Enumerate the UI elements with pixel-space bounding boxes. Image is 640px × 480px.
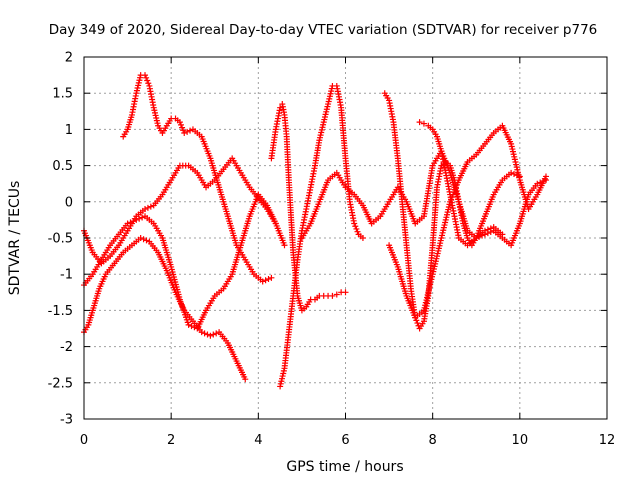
y-tick-label: 0 xyxy=(65,195,73,210)
y-tick-label: -0.5 xyxy=(48,232,73,247)
y-tick-label: -1.5 xyxy=(48,304,73,319)
x-tick-label: 6 xyxy=(341,433,349,448)
data-point-interp xyxy=(191,324,198,331)
data-point-interp xyxy=(188,323,195,330)
data-point xyxy=(329,292,336,299)
x-tick-label: 10 xyxy=(512,433,529,448)
y-axis-label: SDTVAR / TECUs xyxy=(7,181,23,296)
data-point-interp xyxy=(352,223,359,230)
y-tick-label: 1.5 xyxy=(52,87,73,102)
data-point-interp xyxy=(354,228,361,235)
data-point-interp xyxy=(201,330,208,337)
data-point-interp xyxy=(144,77,151,84)
grid-layer xyxy=(84,57,607,419)
y-tick-label: 2 xyxy=(65,51,73,66)
data-point xyxy=(481,227,488,234)
data-point-interp xyxy=(262,277,269,284)
x-tick-label: 0 xyxy=(80,433,88,448)
data-point-interp xyxy=(147,203,154,210)
x-tick-label: 4 xyxy=(254,433,262,448)
chart-title: Day 349 of 2020, Sidereal Day-to-day VTE… xyxy=(49,22,598,38)
y-tick-label: -3 xyxy=(60,413,73,428)
data-point xyxy=(281,242,288,249)
y-tick-label: 0.5 xyxy=(52,159,73,174)
data-point-interp xyxy=(179,124,186,131)
data-point xyxy=(420,120,427,127)
data-point xyxy=(185,321,192,328)
x-axis-label: GPS time / hours xyxy=(286,459,403,475)
data-point xyxy=(333,291,340,298)
y-tick-label: -2.5 xyxy=(48,376,73,391)
x-tick-label: 12 xyxy=(599,433,616,448)
series-track-2 xyxy=(81,191,288,332)
data-point-interp xyxy=(187,127,194,134)
data-point xyxy=(142,72,149,79)
data-point xyxy=(198,329,205,336)
x-tick-label: 8 xyxy=(429,433,437,448)
data-point xyxy=(176,119,183,126)
data-point xyxy=(499,231,506,238)
data-point xyxy=(416,119,423,126)
data-point xyxy=(277,104,284,111)
data-point xyxy=(272,220,279,227)
data-point-interp xyxy=(144,204,151,211)
data-point-interp xyxy=(511,171,518,178)
data-point xyxy=(207,332,214,339)
data-point xyxy=(508,169,515,176)
data-point-interp xyxy=(213,330,220,337)
data-point-interp xyxy=(484,226,491,233)
y-tick-label: -1 xyxy=(60,268,73,283)
series-track-5 xyxy=(268,101,349,314)
data-point-interp xyxy=(204,331,211,338)
data-point-interp xyxy=(143,237,150,244)
data-point xyxy=(351,220,358,227)
data-point xyxy=(137,235,144,241)
data-point xyxy=(142,206,149,213)
x-tick-label: 2 xyxy=(167,433,175,448)
data-point-interp xyxy=(265,276,272,283)
data-point-interp xyxy=(487,225,494,232)
y-tick-label: -2 xyxy=(60,340,73,355)
data-point-interp xyxy=(177,121,184,128)
data-point-interp xyxy=(139,214,146,221)
series-track-6 xyxy=(277,82,366,390)
data-point xyxy=(242,376,249,383)
data-point xyxy=(268,274,275,281)
data-point xyxy=(259,278,266,285)
series-track-4 xyxy=(120,72,275,285)
series-track-7 xyxy=(298,148,549,249)
data-point-interp xyxy=(140,236,147,243)
data-point-interp xyxy=(413,317,420,324)
series-track-3 xyxy=(81,155,279,267)
data-point-interp xyxy=(143,74,150,81)
data-point xyxy=(359,235,366,241)
ticks-layer: 0 2 4 6 8 10 12 2 1.5 1 0.5 0 -0.5 -1 -1.5 -2 -2.5 -3 xyxy=(48,51,616,449)
data-point xyxy=(542,173,549,180)
data-point-interp xyxy=(180,127,187,134)
y-tick-label: 1 xyxy=(65,123,73,138)
data-point-interp xyxy=(210,331,217,338)
data-point-interp xyxy=(145,80,152,87)
data-point xyxy=(342,289,349,296)
data-point xyxy=(534,180,541,187)
series-track-9 xyxy=(386,122,549,321)
points-layer xyxy=(81,72,549,390)
data-point xyxy=(181,130,188,137)
data-point-interp xyxy=(353,225,360,232)
series-track-10 xyxy=(416,119,506,249)
data-point-interp xyxy=(414,320,421,327)
data-point-interp xyxy=(184,128,191,135)
